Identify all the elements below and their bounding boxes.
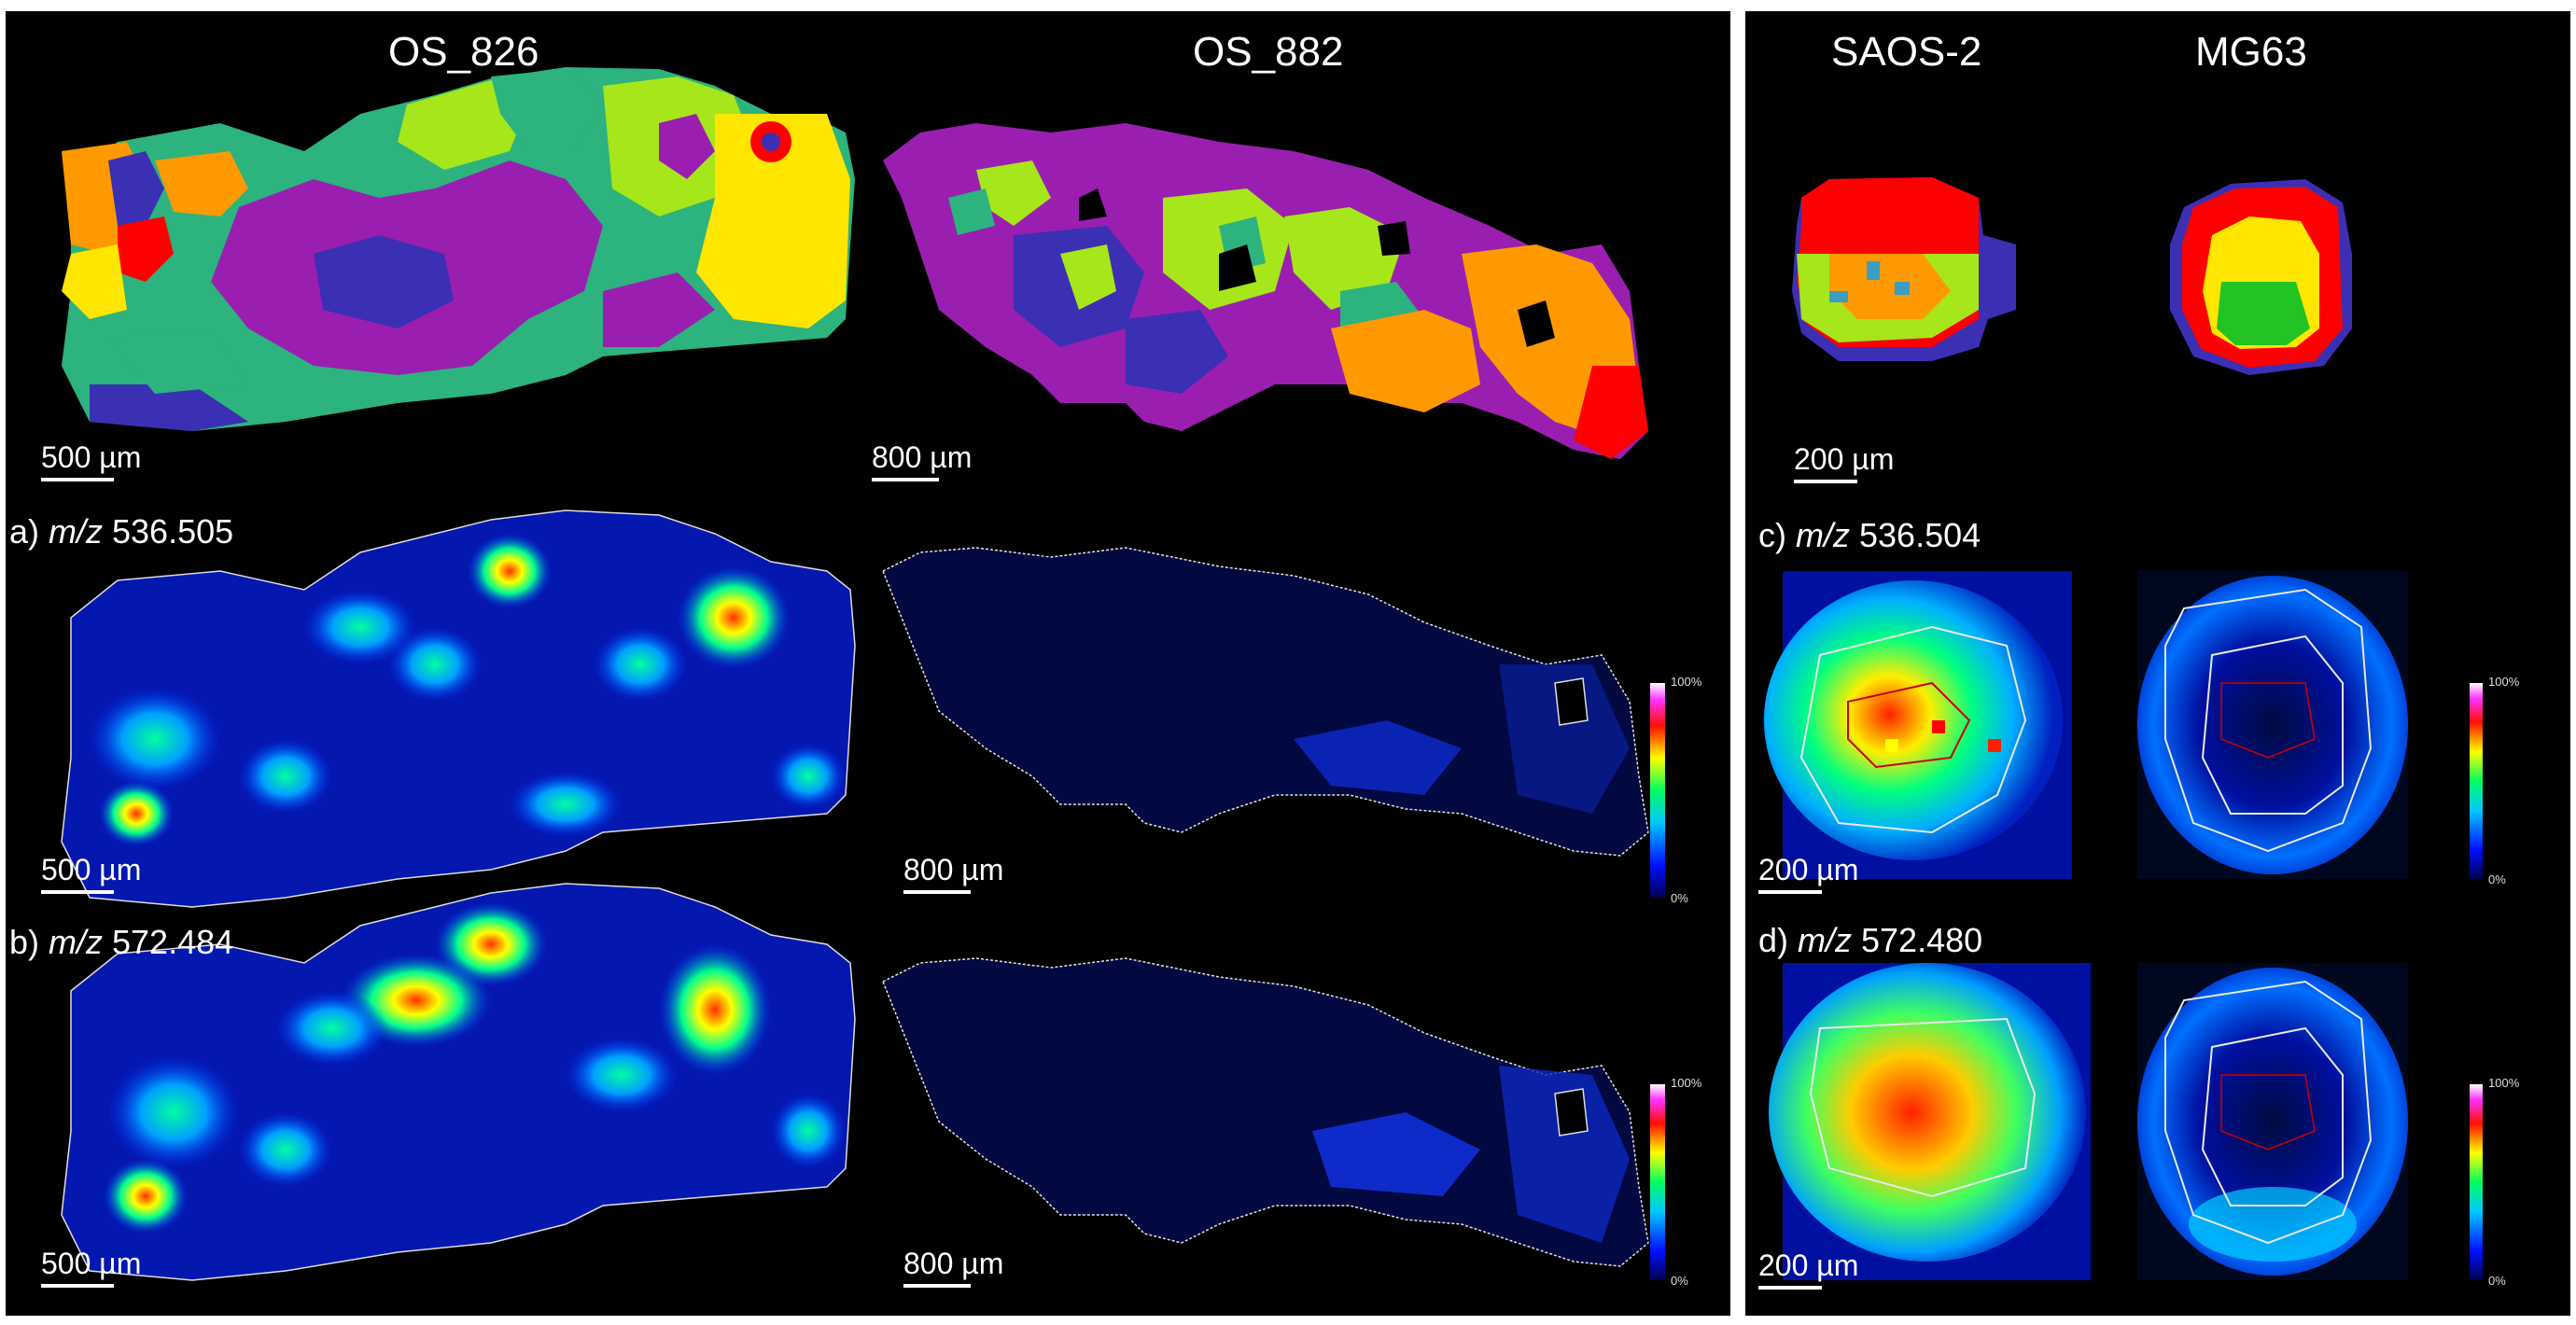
- colorbar-c: [2470, 683, 2483, 879]
- scale-bar-label: 500 µm: [41, 853, 142, 886]
- cell-line-images: [1764, 177, 2483, 1280]
- scale-bar-label: 500 µm: [41, 1247, 142, 1280]
- scale-bar-label: 200 µm: [1758, 1248, 1859, 1282]
- colorbar-min-label: 0%: [2488, 1274, 2506, 1288]
- mg63-heatmap-536: [2137, 571, 2408, 879]
- sample-title-os882: OS_882: [1193, 29, 1344, 75]
- sample-title-os826: OS_826: [388, 29, 539, 75]
- row-label-c: c) m/z 536.504: [1758, 516, 1981, 554]
- colorbar-min-label: 0%: [1671, 891, 1688, 905]
- os826-cluster-map: [62, 67, 855, 431]
- saos2-cluster-map: [1792, 177, 2016, 361]
- row-label-b: b) m/z 572.484: [9, 923, 234, 961]
- colorbar-max-label: 100%: [2488, 675, 2520, 689]
- scale-bar-label: 800 µm: [903, 1247, 1004, 1280]
- scale-bar: [41, 1284, 114, 1288]
- mg63-cluster-map: [2170, 179, 2352, 375]
- os882-heatmap-572: [882, 957, 1649, 1267]
- scale-bar-label: 800 µm: [872, 440, 973, 474]
- scale-bar-label: 500 µm: [41, 440, 142, 474]
- scale-bar: [1758, 1286, 1822, 1290]
- os826-heatmap-572: [61, 883, 856, 1281]
- scale-bar: [1794, 480, 1857, 483]
- scale-bar: [41, 890, 114, 894]
- os826-heatmap-536: [61, 509, 856, 908]
- colorbar-d: [2470, 1084, 2483, 1280]
- colorbar-max-label: 100%: [1671, 1076, 1702, 1090]
- scale-bar: [903, 890, 971, 894]
- scale-bar: [1758, 890, 1822, 894]
- row-label-a: a) m/z 536.505: [9, 512, 234, 551]
- row-label-d: d) m/z 572.480: [1758, 921, 1983, 959]
- sample-title-mg63: MG63: [2195, 29, 2307, 75]
- saos2-heatmap-572: [1769, 963, 2091, 1280]
- scale-bar-label: 200 µm: [1794, 442, 1895, 476]
- scale-bar-label: 800 µm: [903, 853, 1004, 886]
- scale-bar-label: 200 µm: [1758, 853, 1859, 886]
- saos2-heatmap-536: [1764, 571, 2072, 879]
- tissue-panel: OS_826 OS_882 a) m/z 536.505 b) m/z 572.…: [6, 11, 1730, 1316]
- scale-bar: [872, 478, 939, 481]
- colorbar-max-label: 100%: [1671, 675, 1702, 689]
- cell-line-panel: SAOS-2 MG63 c) m/z 536.504 d) m/z 572.48…: [1745, 11, 2570, 1316]
- os882-cluster-map: [883, 123, 1648, 459]
- os882-heatmap-536: [882, 547, 1649, 857]
- colorbar-min-label: 0%: [2488, 872, 2506, 886]
- colorbar-max-label: 100%: [2488, 1076, 2520, 1090]
- sample-title-saos2: SAOS-2: [1831, 29, 1982, 75]
- tissue-images: [61, 67, 1665, 1281]
- scale-bar: [903, 1284, 971, 1288]
- colorbar-a: [1650, 683, 1665, 898]
- scale-bar: [41, 478, 114, 481]
- colorbar-b: [1650, 1084, 1665, 1280]
- mg63-heatmap-572: [2137, 963, 2408, 1280]
- colorbar-min-label: 0%: [1671, 1274, 1688, 1288]
